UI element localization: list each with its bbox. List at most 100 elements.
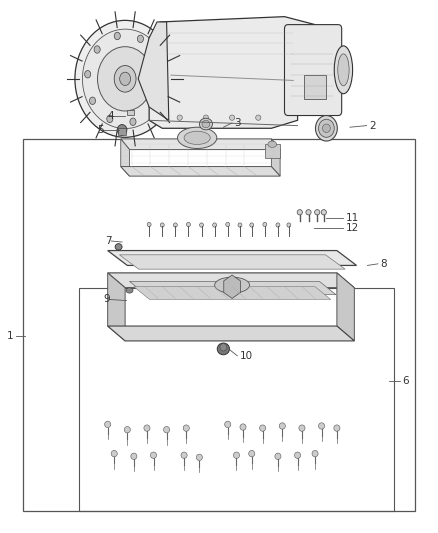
Ellipse shape [200, 223, 204, 227]
Ellipse shape [131, 453, 137, 459]
Text: 7: 7 [106, 236, 112, 246]
Ellipse shape [75, 20, 175, 138]
Text: 12: 12 [346, 223, 359, 233]
Text: 3: 3 [234, 118, 241, 128]
Ellipse shape [181, 452, 187, 458]
Text: 4: 4 [108, 111, 114, 121]
Ellipse shape [268, 141, 277, 148]
Ellipse shape [199, 118, 212, 130]
Ellipse shape [94, 46, 100, 53]
Ellipse shape [177, 115, 182, 120]
Ellipse shape [89, 97, 95, 104]
Ellipse shape [318, 119, 334, 138]
Ellipse shape [294, 452, 300, 458]
Bar [304, 75, 326, 99]
Ellipse shape [225, 421, 231, 427]
Ellipse shape [275, 453, 281, 459]
Ellipse shape [315, 116, 337, 141]
Ellipse shape [117, 125, 127, 135]
Text: 6: 6 [403, 376, 409, 386]
Ellipse shape [203, 115, 208, 120]
Ellipse shape [230, 115, 235, 120]
Polygon shape [130, 281, 336, 295]
Polygon shape [134, 287, 331, 300]
Ellipse shape [256, 115, 261, 120]
Bar [79, 288, 394, 511]
Polygon shape [138, 22, 169, 120]
Ellipse shape [202, 120, 210, 128]
Ellipse shape [107, 115, 113, 123]
Ellipse shape [220, 344, 227, 351]
Polygon shape [121, 139, 280, 150]
Ellipse shape [98, 47, 153, 111]
Ellipse shape [114, 32, 120, 39]
Text: 5: 5 [97, 125, 103, 135]
Polygon shape [120, 255, 345, 269]
Ellipse shape [213, 223, 217, 227]
Text: 10: 10 [240, 351, 253, 361]
Ellipse shape [159, 80, 166, 87]
Ellipse shape [276, 223, 280, 227]
Ellipse shape [249, 450, 255, 457]
Text: 9: 9 [103, 294, 110, 304]
Ellipse shape [183, 425, 189, 431]
Ellipse shape [85, 70, 91, 78]
Polygon shape [108, 273, 354, 288]
Text: 1: 1 [7, 330, 14, 341]
Ellipse shape [260, 425, 266, 431]
Polygon shape [272, 139, 280, 176]
Ellipse shape [124, 426, 131, 433]
Ellipse shape [150, 104, 156, 112]
Ellipse shape [138, 35, 144, 43]
Ellipse shape [177, 127, 217, 149]
Ellipse shape [314, 209, 320, 215]
Ellipse shape [321, 209, 326, 215]
Ellipse shape [217, 343, 230, 355]
Ellipse shape [196, 454, 202, 461]
Polygon shape [337, 273, 354, 341]
Ellipse shape [150, 452, 156, 458]
Text: 8: 8 [381, 259, 387, 269]
Ellipse shape [155, 53, 161, 61]
Ellipse shape [173, 223, 177, 227]
Ellipse shape [318, 423, 325, 429]
Polygon shape [108, 326, 354, 341]
Ellipse shape [114, 66, 136, 92]
Ellipse shape [322, 124, 330, 133]
Ellipse shape [187, 222, 191, 227]
Ellipse shape [233, 452, 240, 458]
Polygon shape [108, 251, 357, 265]
Ellipse shape [334, 46, 353, 94]
Ellipse shape [144, 425, 150, 431]
Ellipse shape [115, 244, 122, 250]
Ellipse shape [126, 288, 133, 293]
Polygon shape [108, 273, 125, 341]
Ellipse shape [105, 421, 111, 427]
Ellipse shape [111, 450, 117, 457]
Bar [265, 144, 280, 158]
Ellipse shape [120, 72, 131, 85]
Text: 11: 11 [346, 213, 359, 223]
Ellipse shape [279, 423, 286, 429]
Ellipse shape [130, 118, 136, 125]
Ellipse shape [263, 222, 267, 227]
Ellipse shape [215, 277, 250, 293]
Ellipse shape [312, 450, 318, 457]
Bar [118, 128, 127, 135]
Ellipse shape [163, 426, 170, 433]
Ellipse shape [297, 209, 302, 215]
Ellipse shape [306, 209, 311, 215]
Ellipse shape [82, 29, 168, 128]
Text: 2: 2 [370, 120, 376, 131]
Bar [22, 139, 416, 511]
Ellipse shape [250, 223, 254, 227]
Ellipse shape [240, 424, 246, 430]
Ellipse shape [338, 54, 349, 86]
Polygon shape [121, 166, 280, 176]
FancyBboxPatch shape [285, 25, 342, 116]
Ellipse shape [160, 223, 164, 227]
Polygon shape [121, 139, 130, 176]
Ellipse shape [184, 131, 210, 144]
Polygon shape [149, 17, 319, 128]
Bar [127, 110, 134, 115]
